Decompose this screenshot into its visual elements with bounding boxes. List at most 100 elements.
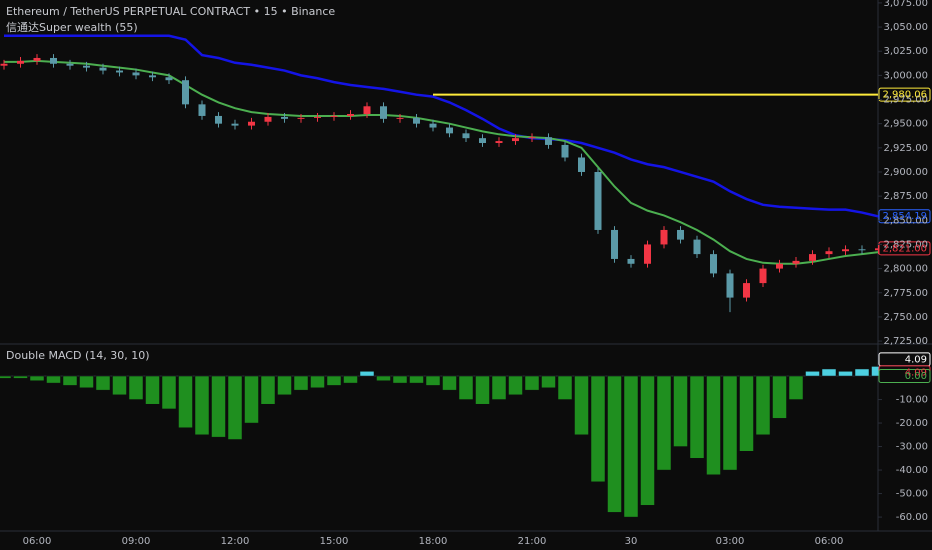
candle-body [380, 106, 387, 119]
histogram-bar [95, 375, 111, 391]
candle-body [578, 157, 585, 172]
indicator-line [4, 34, 879, 218]
y-tick-label: -40.00 [896, 465, 928, 476]
price-tag [878, 241, 931, 256]
candle-body [66, 63, 74, 66]
x-tick-label: 18:00 [419, 536, 448, 547]
price-tag [878, 209, 931, 224]
price-tag-label: 2,854.19 [882, 211, 927, 222]
candle-body [429, 123, 437, 128]
histogram-bar [13, 375, 28, 379]
candle-body [479, 138, 486, 143]
candle-body [611, 229, 618, 259]
x-tick-label: 03:00 [716, 536, 745, 547]
histogram-bar [161, 375, 177, 410]
candle-body [132, 72, 140, 76]
price-tag-label: 2,980.06 [882, 90, 927, 101]
price-tag-label: 0.00 [905, 371, 927, 382]
histogram-bar [343, 375, 358, 384]
candle-body [644, 244, 651, 264]
candle-body [330, 115, 338, 117]
candle-body [363, 106, 371, 115]
candle-body [561, 144, 569, 158]
histogram-bar [425, 375, 441, 386]
candle-body [297, 117, 305, 119]
x-tick-label: 06:00 [815, 536, 844, 547]
x-tick-label: 30 [625, 536, 638, 547]
y-tick-label: -10.00 [896, 395, 928, 406]
candle-body [660, 229, 668, 245]
histogram-bar [326, 375, 342, 386]
x-tick-label: 06:00 [23, 536, 52, 547]
candle-body [413, 117, 420, 124]
candle-body [396, 117, 404, 119]
histogram-bar [409, 375, 424, 384]
histogram-bar [772, 375, 787, 419]
y-tick-label: 2,825.00 [883, 239, 928, 250]
candle-body [858, 249, 866, 251]
candle-body [231, 123, 239, 126]
histogram-bar [508, 375, 523, 396]
y-tick-label: 2,800.00 [883, 264, 928, 275]
histogram-bar [194, 375, 210, 436]
candle-body [594, 171, 602, 230]
y-tick-label: 2,975.00 [883, 95, 928, 106]
y-tick-label: 2,850.00 [883, 215, 928, 226]
y-tick-label: -50.00 [896, 489, 928, 500]
plot [0, 34, 931, 518]
histogram-bar [376, 375, 391, 381]
x-tick-label: 12:00 [221, 536, 250, 547]
indicator-line [4, 59, 879, 265]
histogram-bar [475, 375, 490, 405]
histogram-bar [359, 371, 375, 377]
price-tag [878, 369, 931, 384]
candle-body [281, 116, 288, 119]
candle-body [33, 57, 41, 61]
histogram-bar [244, 375, 259, 424]
y-tick-label: 2,775.00 [883, 288, 928, 299]
histogram-bar [673, 375, 688, 447]
candle-body [248, 121, 255, 126]
candle-body [314, 116, 321, 118]
histogram-bar [491, 375, 507, 400]
candle-body [512, 138, 519, 142]
candle-body [809, 254, 816, 261]
histogram-bar [46, 375, 61, 384]
price-tag [878, 87, 931, 102]
candle-body [776, 263, 783, 269]
candle-body [759, 268, 767, 284]
candle-body [627, 258, 635, 264]
histogram-bar [607, 375, 622, 513]
macd-title: Double MACD (14, 30, 10) [6, 349, 150, 362]
histogram-bar [458, 375, 474, 400]
candle-body [116, 70, 123, 73]
indicator-title: 信通达Super wealth (55) [6, 21, 138, 34]
y-tick-label: -60.00 [896, 512, 928, 523]
histogram-bar [821, 368, 837, 377]
histogram-bar [706, 375, 721, 476]
candle-body [198, 104, 206, 116]
histogram-bar [227, 375, 243, 440]
price-tag-label: 4.09 [905, 354, 927, 365]
y-tick-label: 2,950.00 [883, 119, 928, 130]
candle-body [825, 251, 833, 255]
histogram-bar [178, 375, 193, 428]
histogram-bar [722, 375, 738, 471]
candle-body [182, 80, 189, 105]
histogram-bar [590, 375, 606, 483]
candle-body [693, 239, 701, 255]
histogram-bar [623, 375, 639, 518]
y-tick-label: 3,000.00 [883, 70, 928, 81]
histogram-bar [442, 375, 457, 391]
candle-body [545, 137, 552, 145]
histogram-bar [541, 375, 556, 389]
candle-body [462, 133, 470, 139]
candle-body [99, 67, 107, 71]
histogram-bar [0, 375, 12, 379]
x-tick-label: 09:00 [122, 536, 151, 547]
candle-body [677, 229, 684, 240]
candle-body [446, 127, 453, 134]
